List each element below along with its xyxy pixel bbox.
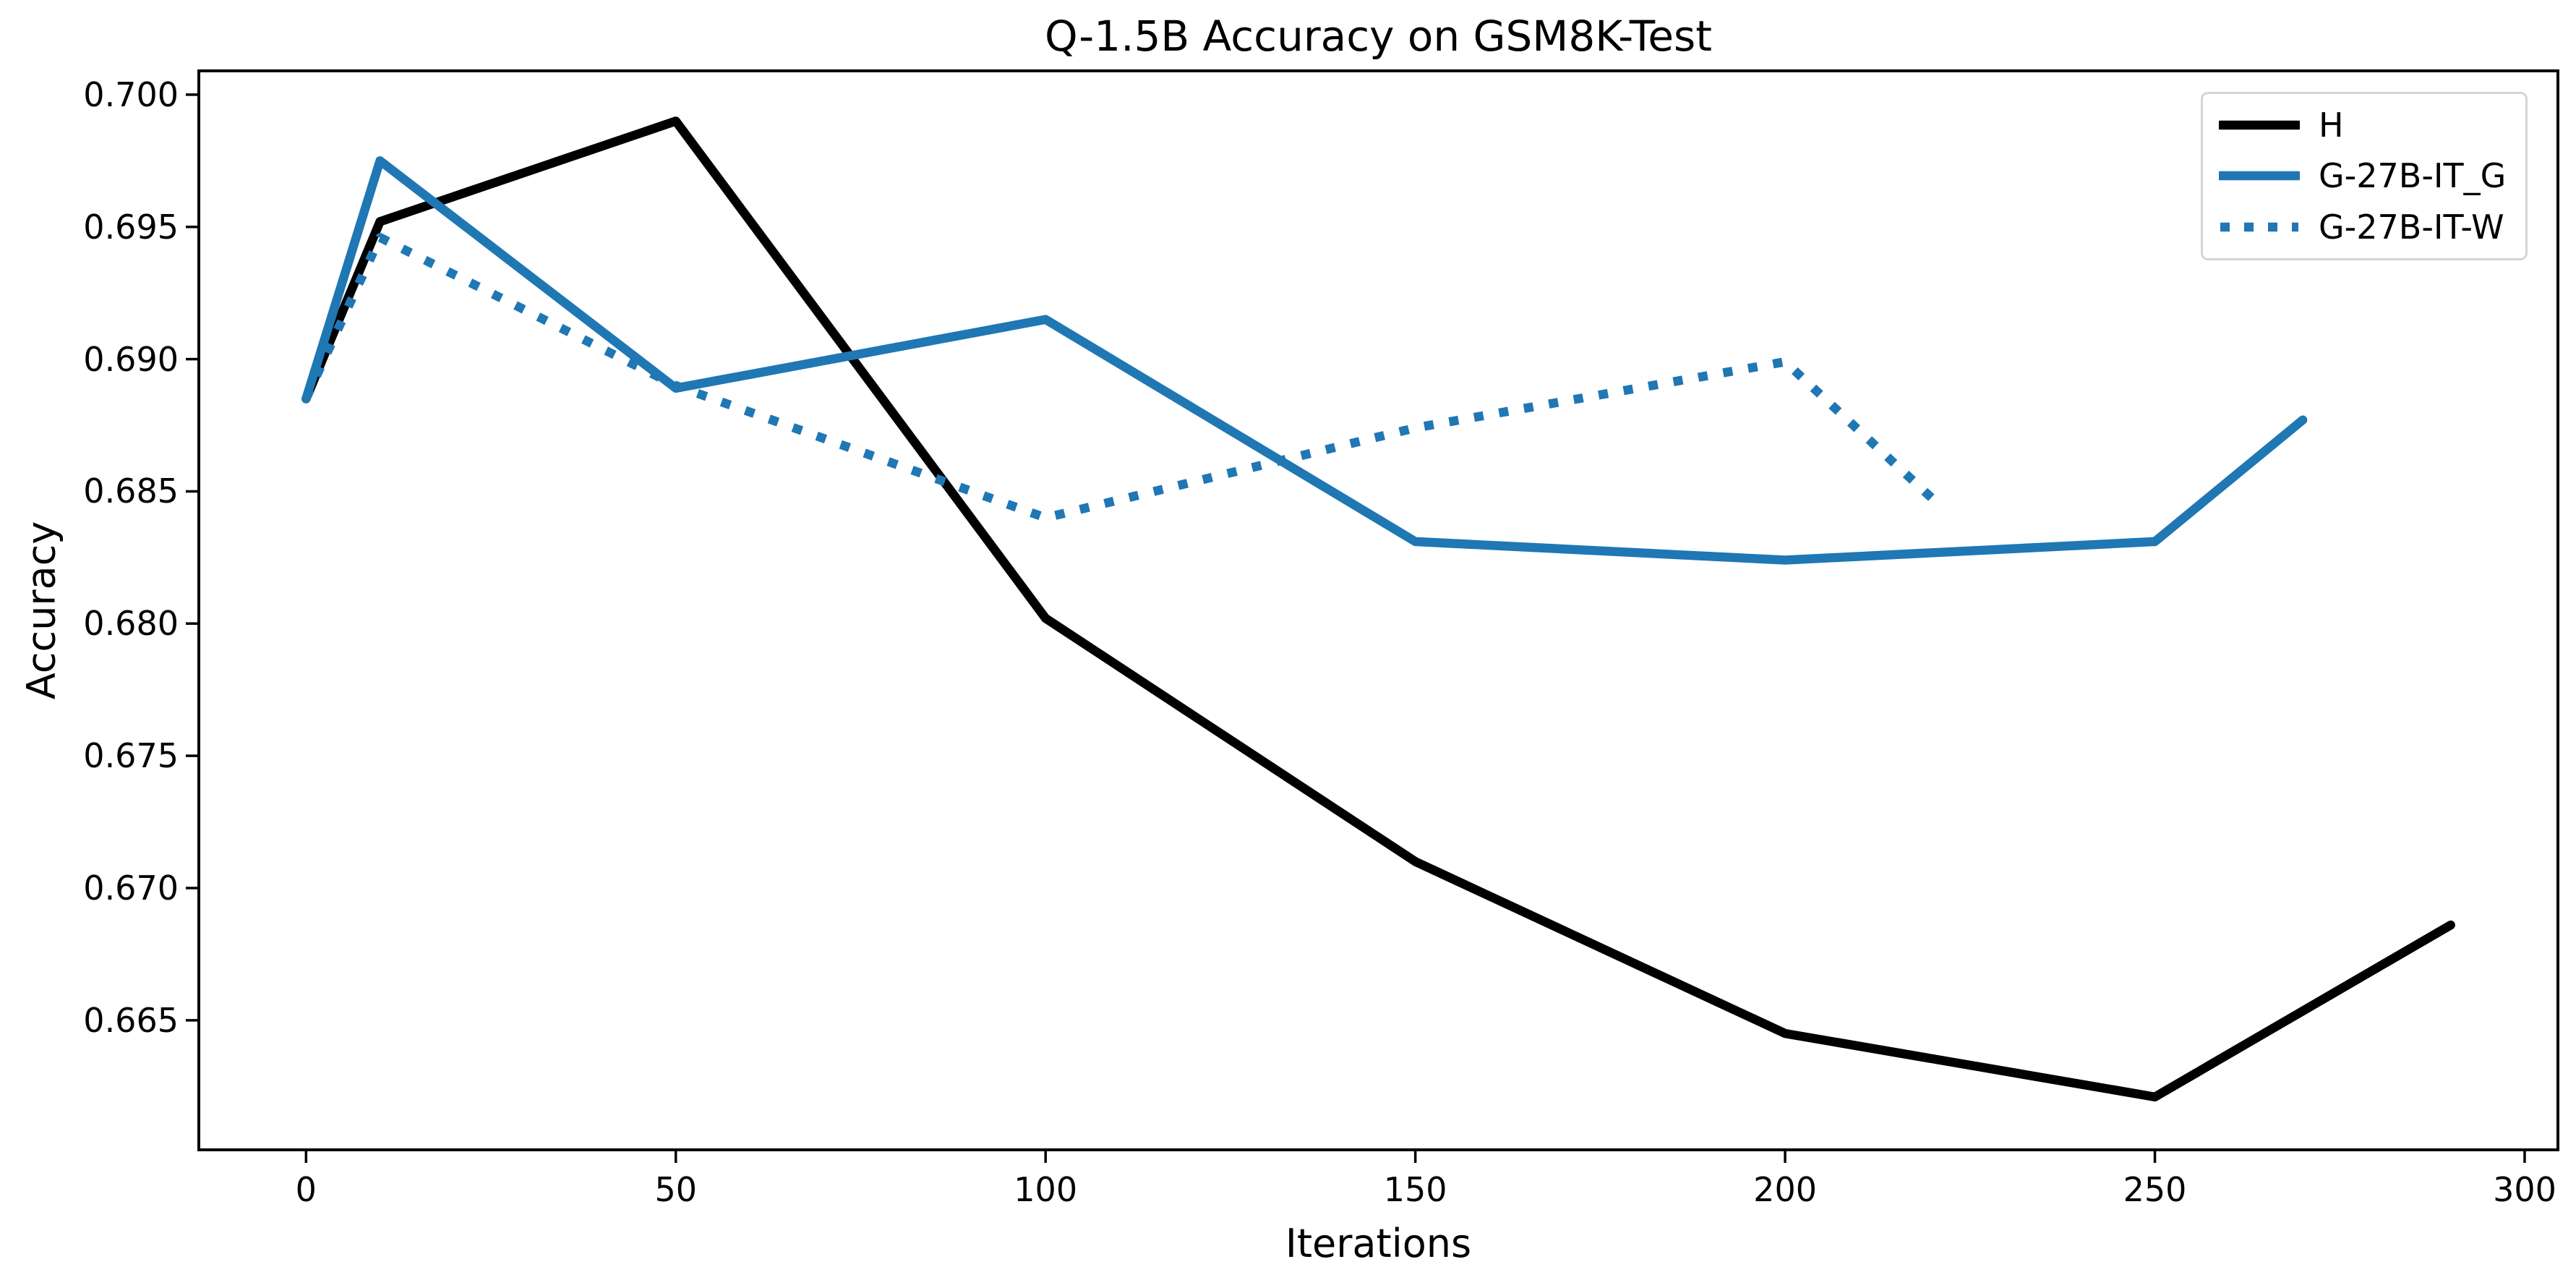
y-tick-label: 0.695 — [83, 207, 179, 247]
x-tick-label: 150 — [1383, 1170, 1447, 1209]
y-tick-label: 0.700 — [83, 74, 179, 114]
legend-line-sample — [2219, 120, 2300, 130]
y-tick-label: 0.665 — [83, 1000, 179, 1040]
y-tick-label: 0.670 — [83, 868, 179, 908]
legend-entry-H: H — [2219, 107, 2525, 143]
series-line-H — [301, 116, 2455, 1102]
x-tick-label: 100 — [1014, 1170, 1078, 1209]
series-line-G-27B-IT-W — [301, 233, 1936, 523]
legend-box: H G-27B-IT_G G-27B-IT-W — [2201, 92, 2528, 260]
y-tick-label: 0.685 — [83, 472, 179, 511]
legend-label: H — [2319, 106, 2344, 145]
x-tick-label: 0 — [295, 1170, 317, 1209]
chart-title: Q-1.5B Accuracy on GSM8K-Test — [1044, 12, 1713, 61]
axes-frame — [197, 69, 2559, 1151]
y-tick-label: 0.690 — [83, 339, 179, 379]
y-tick-label: 0.680 — [83, 604, 179, 644]
legend-label: G-27B-IT-W — [2319, 207, 2504, 247]
y-tick-label: 0.675 — [83, 736, 179, 776]
legend-line-sample — [2219, 171, 2300, 181]
x-tick-label: 300 — [2493, 1170, 2556, 1209]
x-tick-label: 50 — [654, 1170, 698, 1209]
x-tick-label: 250 — [2123, 1170, 2187, 1209]
legend-entry-G-27B-IT_G: G-27B-IT_G — [2219, 158, 2525, 194]
x-axis-label: Iterations — [1285, 1221, 1472, 1266]
series-line-G-27B-IT_G — [301, 156, 2308, 565]
x-tick-label: 200 — [1753, 1170, 1817, 1209]
legend-line-sample — [2220, 222, 2298, 232]
legend-entry-G-27B-IT-W: G-27B-IT-W — [2219, 209, 2525, 245]
legend-label: G-27B-IT_G — [2319, 156, 2507, 196]
